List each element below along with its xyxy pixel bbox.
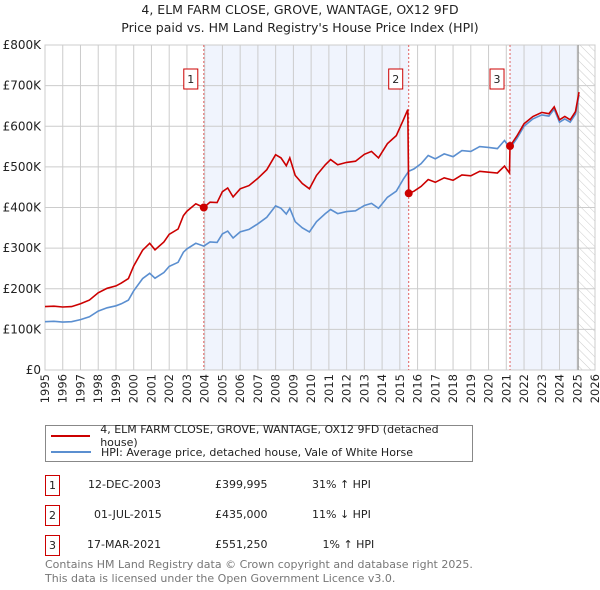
legend-swatch-blue xyxy=(51,451,91,453)
property-price-line xyxy=(44,91,580,308)
sale-marker-badge: 3 xyxy=(45,535,60,556)
sale-row: 3 17-MAR-2021 £551,250 1% ↑ HPI xyxy=(45,535,465,557)
y-tick-label: £600K xyxy=(3,119,43,133)
x-tick-label: 1995 xyxy=(38,374,52,403)
sale-date: 12-DEC-2003 xyxy=(88,478,162,491)
legend-item-property: 4, ELM FARM CLOSE, GROVE, WANTAGE, OX12 … xyxy=(51,423,472,449)
sale-price: £551,250 xyxy=(215,538,268,551)
x-tick-label: 2026 xyxy=(588,374,600,403)
legend: 4, ELM FARM CLOSE, GROVE, WANTAGE, OX12 … xyxy=(45,423,473,462)
x-tick-label: 2014 xyxy=(375,374,389,403)
x-tick-label: 2005 xyxy=(215,374,229,403)
x-tick-label: 2001 xyxy=(144,374,158,403)
sale-price: £435,000 xyxy=(215,508,268,521)
y-tick-label: £200K xyxy=(3,282,43,296)
x-tick-label: 2013 xyxy=(357,374,371,403)
sale-date: 17-MAR-2021 xyxy=(87,538,162,551)
x-tick-label: 2006 xyxy=(233,374,247,403)
x-tick-label: 2015 xyxy=(393,374,407,403)
plot-area: 1995 1996 1997 1998 1999 2000 2001 2002 2003 2004… xyxy=(3,38,600,403)
y-tick-label: £400K xyxy=(3,201,43,215)
x-tick-label: 1999 xyxy=(109,374,123,403)
x-tick-label: 2004 xyxy=(198,374,212,403)
x-tick-label: 2020 xyxy=(482,374,496,403)
sale-label: 2 xyxy=(392,73,399,86)
sale-label: 3 xyxy=(494,73,501,86)
x-tick-label: 2010 xyxy=(304,374,318,403)
legend-label: HPI: Average price, detached house, Vale… xyxy=(101,445,413,459)
footer-copyright: Contains HM Land Registry data © Crown c… xyxy=(45,558,473,571)
sale-marker-badge: 1 xyxy=(45,475,60,496)
chart-subtitle: Price paid vs. HM Land Registry's House … xyxy=(121,20,479,35)
x-tick-label: 1998 xyxy=(91,374,105,403)
sale-label-box xyxy=(489,68,505,90)
chart-title: 4, ELM FARM CLOSE, GROVE, WANTAGE, OX12 … xyxy=(141,2,459,17)
x-tick-label: 2023 xyxy=(535,374,549,403)
y-tick-label: £700K xyxy=(3,79,43,93)
x-tick-label: 2003 xyxy=(180,374,194,403)
x-tick-label: 2007 xyxy=(251,374,265,403)
sale-marker-badge: 2 xyxy=(45,505,60,526)
sale-row: 2 01-JUL-2015 £435,000 11% ↓ HPI xyxy=(45,505,465,527)
sale-point xyxy=(506,142,515,151)
sale-hpi-diff: 31% ↑ HPI xyxy=(312,478,371,491)
hpi-line xyxy=(44,94,580,323)
x-tick-label: 2012 xyxy=(340,374,354,403)
x-tick-label: 2009 xyxy=(286,374,300,403)
sale-hpi-diff: 11% ↓ HPI xyxy=(312,508,371,521)
y-tick-label: £800K xyxy=(3,38,43,52)
footer-licence: This data is licensed under the Open Gov… xyxy=(45,572,396,585)
legend-swatch-red xyxy=(51,435,91,437)
x-tick-label: 1997 xyxy=(73,374,87,403)
x-tick-label: 2021 xyxy=(499,374,513,403)
sale-point xyxy=(404,189,413,198)
sale-price: £399,995 xyxy=(215,478,268,491)
legend-label: 4, ELM FARM CLOSE, GROVE, WANTAGE, OX12 … xyxy=(100,423,439,449)
x-tick-label: 2008 xyxy=(269,374,283,403)
x-tick-label: 2011 xyxy=(322,374,336,403)
x-tick-label: 1996 xyxy=(56,374,70,403)
sale-date: 01-JUL-2015 xyxy=(94,508,162,521)
x-tick-label: 2022 xyxy=(517,374,531,403)
y-tick-label: £0 xyxy=(26,363,41,377)
legend-item-hpi: HPI: Average price, detached house, Vale… xyxy=(51,444,413,460)
plot-border xyxy=(44,44,596,371)
sale-row: 1 12-DEC-2003 £399,995 31% ↑ HPI xyxy=(45,475,465,497)
x-tick-label: 2000 xyxy=(127,374,141,403)
y-tick-label: £300K xyxy=(3,241,43,255)
x-tick-label: 2025 xyxy=(570,374,584,403)
sale-point xyxy=(199,203,208,212)
x-tick-label: 2016 xyxy=(411,374,425,403)
sale-label-box xyxy=(388,68,404,90)
y-tick-label: £100K xyxy=(3,322,43,336)
sale-label-box xyxy=(183,68,199,90)
sale-hpi-diff: 1% ↑ HPI xyxy=(319,538,375,551)
sale-label: 1 xyxy=(187,73,194,86)
x-tick-label: 2018 xyxy=(446,374,460,403)
y-tick-label: £500K xyxy=(3,160,43,174)
x-tick-label: 2017 xyxy=(428,374,442,403)
x-tick-label: 2002 xyxy=(162,374,176,403)
x-tick-label: 2019 xyxy=(464,374,478,403)
x-tick-label: 2024 xyxy=(553,374,567,403)
